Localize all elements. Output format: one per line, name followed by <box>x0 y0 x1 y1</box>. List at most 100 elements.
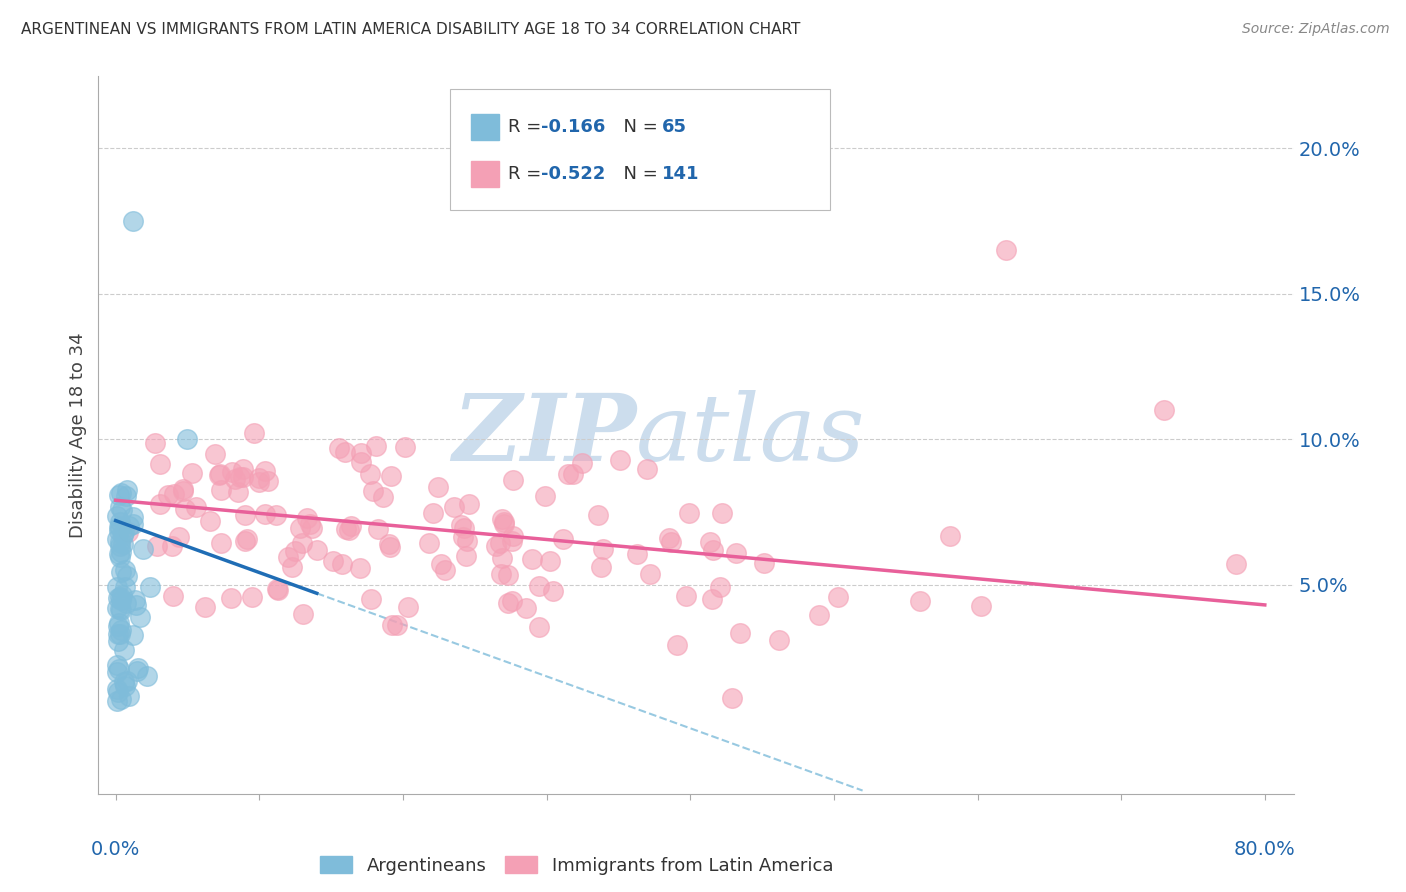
Point <box>380 469 402 483</box>
Point <box>219 591 242 605</box>
Point <box>702 543 724 558</box>
Point <box>112 524 135 539</box>
Point <box>198 514 221 528</box>
Point <box>110 593 132 607</box>
Point <box>108 590 131 604</box>
Point <box>160 539 183 553</box>
Point <box>242 590 264 604</box>
Point <box>117 524 139 539</box>
Point <box>359 467 381 481</box>
Point <box>117 483 139 498</box>
Point <box>184 500 207 514</box>
Point <box>284 544 307 558</box>
Point <box>305 542 328 557</box>
Point <box>266 582 288 597</box>
Point <box>107 591 129 605</box>
Text: atlas: atlas <box>637 390 866 480</box>
Point <box>426 480 449 494</box>
Point <box>108 550 131 565</box>
Point <box>422 506 444 520</box>
Point <box>626 547 648 561</box>
Point <box>939 529 962 543</box>
Text: N =: N = <box>612 165 664 183</box>
Point <box>105 665 128 680</box>
Point <box>378 540 401 554</box>
Point <box>969 599 991 613</box>
Point <box>114 596 136 610</box>
Point <box>162 590 184 604</box>
Point <box>249 471 271 485</box>
Point <box>450 518 472 533</box>
Point <box>108 547 131 561</box>
Point <box>995 244 1018 258</box>
Point <box>591 560 613 574</box>
Point <box>491 512 513 526</box>
Point <box>360 591 382 606</box>
Point <box>108 488 131 502</box>
Point <box>163 487 186 501</box>
Point <box>501 534 523 549</box>
Point <box>754 556 776 570</box>
Point <box>658 532 681 546</box>
Point <box>256 474 278 488</box>
Point <box>209 483 232 497</box>
Point <box>562 467 585 481</box>
Point <box>371 490 394 504</box>
Point <box>340 518 363 533</box>
Text: N =: N = <box>612 118 664 136</box>
Point <box>721 690 744 705</box>
Point <box>118 519 141 533</box>
Point <box>807 607 830 622</box>
Point <box>502 529 524 543</box>
Point <box>108 615 131 630</box>
Point <box>221 465 243 479</box>
Point <box>430 558 453 572</box>
Point <box>699 535 721 549</box>
Point <box>295 511 318 525</box>
Point <box>139 580 162 594</box>
Point <box>105 693 128 707</box>
Point <box>180 466 202 480</box>
Point <box>135 669 157 683</box>
Point <box>527 579 550 593</box>
Text: ARGENTINEAN VS IMMIGRANTS FROM LATIN AMERICA DISABILITY AGE 18 TO 34 CORRELATION: ARGENTINEAN VS IMMIGRANTS FROM LATIN AME… <box>21 22 800 37</box>
Point <box>118 689 141 703</box>
Point <box>132 542 155 557</box>
Point <box>659 535 682 549</box>
Point <box>264 508 287 523</box>
Point <box>232 462 254 476</box>
Point <box>557 467 579 481</box>
Point <box>709 581 731 595</box>
Point <box>110 565 132 579</box>
Point <box>335 522 357 536</box>
Point <box>711 506 734 520</box>
Point <box>115 489 138 503</box>
Point <box>299 516 322 531</box>
Point <box>105 508 128 523</box>
Point <box>586 508 609 523</box>
Point <box>149 497 172 511</box>
Point <box>541 583 564 598</box>
Point <box>433 562 456 576</box>
Point <box>361 484 384 499</box>
Point <box>387 618 409 632</box>
Point <box>194 599 217 614</box>
Point <box>522 551 544 566</box>
Point <box>337 523 360 537</box>
Text: R =: R = <box>508 118 547 136</box>
Point <box>277 550 299 565</box>
Point <box>675 589 697 603</box>
Point <box>129 610 152 624</box>
Point <box>111 503 134 517</box>
Point <box>110 500 132 515</box>
Point <box>454 549 477 564</box>
Point <box>107 520 129 534</box>
Point <box>157 488 180 502</box>
Point <box>290 521 312 535</box>
Point <box>110 623 132 637</box>
Point <box>724 546 747 560</box>
Text: 0.0%: 0.0% <box>91 840 141 859</box>
Point <box>281 559 304 574</box>
Point <box>1225 558 1247 572</box>
Point <box>167 530 190 544</box>
